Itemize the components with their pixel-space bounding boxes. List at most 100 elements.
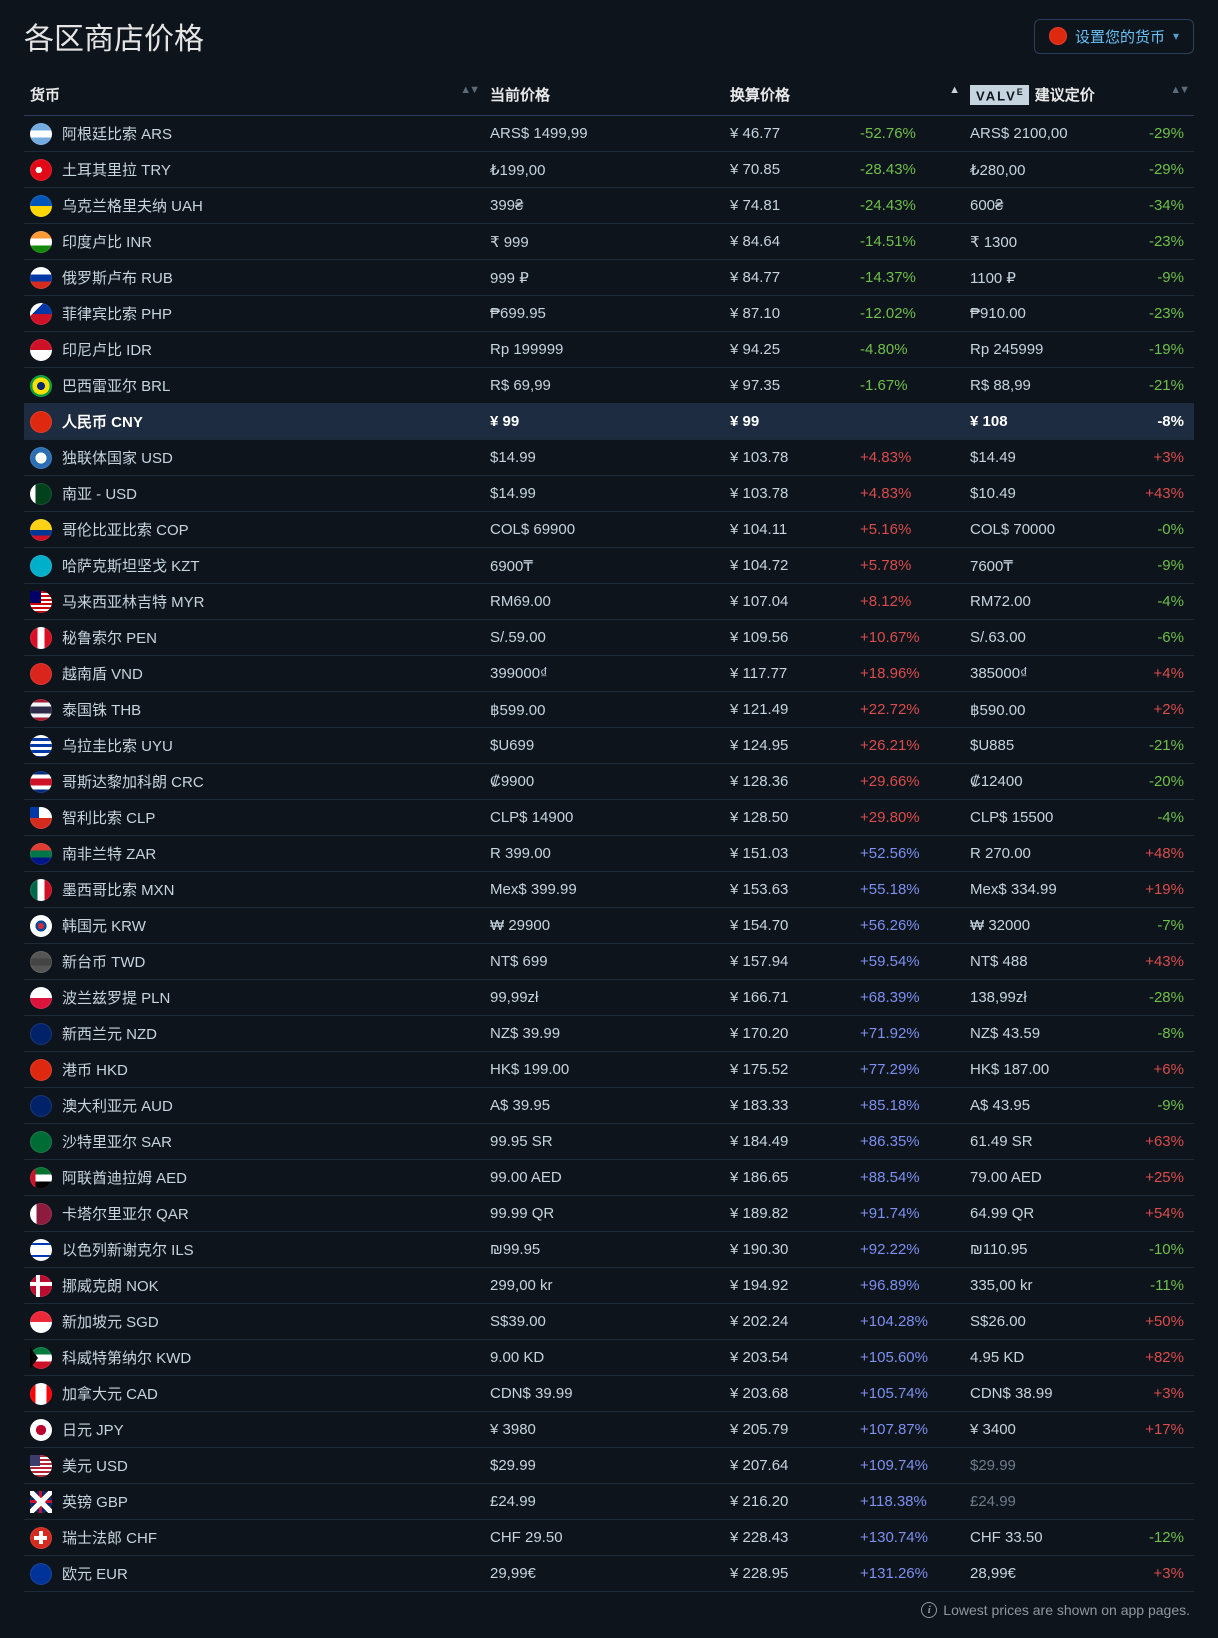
converted-price: ¥ 153.63 xyxy=(724,872,854,908)
table-row[interactable]: 阿联酋迪拉姆 AED99.00 AED¥ 186.65+88.54%79.00 … xyxy=(24,1160,1194,1196)
table-row[interactable]: 乌拉圭比索 UYU$U699¥ 124.95+26.21%$U885-21% xyxy=(24,728,1194,764)
flag-icon xyxy=(30,519,52,541)
table-row[interactable]: 加拿大元 CADCDN$ 39.99¥ 203.68+105.74%CDN$ 3… xyxy=(24,1376,1194,1412)
converted-price: ¥ 216.20 xyxy=(724,1484,854,1520)
suggested-pct: -7% xyxy=(1124,908,1194,944)
suggested-pct: +63% xyxy=(1124,1124,1194,1160)
suggested-price: £24.99 xyxy=(964,1484,1124,1520)
table-row[interactable]: 土耳其里拉 TRY₺199,00¥ 70.85-28.43%₺280,00-29… xyxy=(24,152,1194,188)
current-price: A$ 39.95 xyxy=(484,1088,724,1124)
converted-price: ¥ 109.56 xyxy=(724,620,854,656)
table-row[interactable]: 瑞士法郎 CHFCHF 29.50¥ 228.43+130.74%CHF 33.… xyxy=(24,1520,1194,1556)
converted-price: ¥ 117.77 xyxy=(724,656,854,692)
table-row[interactable]: 欧元 EUR29,99€¥ 228.95+131.26%28,99€+3% xyxy=(24,1556,1194,1592)
converted-pct: +130.74% xyxy=(854,1520,964,1556)
table-row[interactable]: 泰国铢 THB฿599.00¥ 121.49+22.72%฿590.00+2% xyxy=(24,692,1194,728)
currency-name: 泰国铢 THB xyxy=(62,699,141,720)
table-row[interactable]: 挪威克朗 NOK299,00 kr¥ 194.92+96.89%335,00 k… xyxy=(24,1268,1194,1304)
converted-pct: +91.74% xyxy=(854,1196,964,1232)
table-row[interactable]: 英镑 GBP£24.99¥ 216.20+118.38%£24.99 xyxy=(24,1484,1194,1520)
suggested-price: ARS$ 2100,00 xyxy=(964,116,1124,152)
converted-price: ¥ 183.33 xyxy=(724,1088,854,1124)
table-row[interactable]: 哥斯达黎加科朗 CRC₡9900¥ 128.36+29.66%₡12400-20… xyxy=(24,764,1194,800)
set-currency-label: 设置您的货币 xyxy=(1075,26,1165,47)
table-row[interactable]: 新西兰元 NZDNZ$ 39.99¥ 170.20+71.92%NZ$ 43.5… xyxy=(24,1016,1194,1052)
suggested-price: 138,99zł xyxy=(964,980,1124,1016)
flag-icon xyxy=(30,663,52,685)
converted-pct: +71.92% xyxy=(854,1016,964,1052)
table-row[interactable]: 新加坡元 SGDS$39.00¥ 202.24+104.28%S$26.00+5… xyxy=(24,1304,1194,1340)
table-row[interactable]: 墨西哥比索 MXNMex$ 399.99¥ 153.63+55.18%Mex$ … xyxy=(24,872,1194,908)
col-converted-price[interactable]: 换算价格 ▲ xyxy=(724,76,964,116)
converted-pct: +22.72% xyxy=(854,692,964,728)
converted-pct: +55.18% xyxy=(854,872,964,908)
table-row[interactable]: 马来西亚林吉特 MYRRM69.00¥ 107.04+8.12%RM72.00-… xyxy=(24,584,1194,620)
suggested-pct: -0% xyxy=(1124,512,1194,548)
converted-pct: +29.80% xyxy=(854,800,964,836)
table-row[interactable]: 卡塔尔里亚尔 QAR99.99 QR¥ 189.82+91.74%64.99 Q… xyxy=(24,1196,1194,1232)
table-row[interactable]: 智利比索 CLPCLP$ 14900¥ 128.50+29.80%CLP$ 15… xyxy=(24,800,1194,836)
table-row[interactable]: 人民币 CNY¥ 99¥ 99¥ 108-8% xyxy=(24,404,1194,440)
table-row[interactable]: 新台币 TWDNT$ 699¥ 157.94+59.54%NT$ 488+43% xyxy=(24,944,1194,980)
suggested-pct: -11% xyxy=(1124,1268,1194,1304)
table-row[interactable]: 独联体国家 USD$14.99¥ 103.78+4.83%$14.49+3% xyxy=(24,440,1194,476)
converted-price: ¥ 99 xyxy=(724,404,854,440)
table-row[interactable]: 越南盾 VND399000₫¥ 117.77+18.96%385000₫+4% xyxy=(24,656,1194,692)
suggested-pct: -6% xyxy=(1124,620,1194,656)
suggested-price: CLP$ 15500 xyxy=(964,800,1124,836)
table-row[interactable]: 日元 JPY¥ 3980¥ 205.79+107.87%¥ 3400+17% xyxy=(24,1412,1194,1448)
current-price: Mex$ 399.99 xyxy=(484,872,724,908)
currency-name: 独联体国家 USD xyxy=(62,447,173,468)
currency-name: 菲律宾比索 PHP xyxy=(62,303,172,324)
current-price: HK$ 199.00 xyxy=(484,1052,724,1088)
suggested-pct: -23% xyxy=(1124,224,1194,260)
currency-name: 新加坡元 SGD xyxy=(62,1311,159,1332)
converted-price: ¥ 124.95 xyxy=(724,728,854,764)
suggested-pct: -10% xyxy=(1124,1232,1194,1268)
converted-pct: +8.12% xyxy=(854,584,964,620)
table-row[interactable]: 港币 HKDHK$ 199.00¥ 175.52+77.29%HK$ 187.0… xyxy=(24,1052,1194,1088)
table-row[interactable]: 沙特里亚尔 SAR99.95 SR¥ 184.49+86.35%61.49 SR… xyxy=(24,1124,1194,1160)
table-row[interactable]: 南非兰特 ZARR 399.00¥ 151.03+52.56%R 270.00+… xyxy=(24,836,1194,872)
table-row[interactable]: 秘鲁索尔 PENS/.59.00¥ 109.56+10.67%S/.63.00-… xyxy=(24,620,1194,656)
table-row[interactable]: 俄罗斯卢布 RUB999 ₽¥ 84.77-14.37%1100 ₽-9% xyxy=(24,260,1194,296)
table-row[interactable]: 美元 USD$29.99¥ 207.64+109.74%$29.99 xyxy=(24,1448,1194,1484)
currency-name: 英镑 GBP xyxy=(62,1491,128,1512)
col-price-label: 当前价格 xyxy=(490,87,550,104)
converted-pct: -28.43% xyxy=(854,152,964,188)
col-current-price[interactable]: 当前价格 xyxy=(484,76,724,116)
converted-price: ¥ 205.79 xyxy=(724,1412,854,1448)
converted-price: ¥ 194.92 xyxy=(724,1268,854,1304)
set-currency-button[interactable]: 设置您的货币 ▾ xyxy=(1034,19,1194,54)
table-row[interactable]: 哥伦比亚比索 COPCOL$ 69900¥ 104.11+5.16%COL$ 7… xyxy=(24,512,1194,548)
table-row[interactable]: 以色列新谢克尔 ILS₪99.95¥ 190.30+92.22%₪110.95-… xyxy=(24,1232,1194,1268)
current-price: 99,99zł xyxy=(484,980,724,1016)
flag-icon xyxy=(30,375,52,397)
page-title: 各区商店价格 xyxy=(24,14,204,58)
converted-pct: +5.78% xyxy=(854,548,964,584)
table-row[interactable]: 乌克兰格里夫纳 UAH399₴¥ 74.81-24.43%600₴-34% xyxy=(24,188,1194,224)
table-row[interactable]: 印尼卢比 IDRRp 199999¥ 94.25-4.80%Rp 245999-… xyxy=(24,332,1194,368)
table-row[interactable]: 波兰兹罗提 PLN99,99zł¥ 166.71+68.39%138,99zł-… xyxy=(24,980,1194,1016)
col-valve-suggested[interactable]: VALVE建议定价 ▲▼ xyxy=(964,76,1194,116)
info-icon: i xyxy=(921,1602,937,1618)
table-row[interactable]: 哈萨克斯坦坚戈 KZT6900₸¥ 104.72+5.78%7600₸-9% xyxy=(24,548,1194,584)
converted-pct: +85.18% xyxy=(854,1088,964,1124)
suggested-price: ₺280,00 xyxy=(964,152,1124,188)
table-row[interactable]: 巴西雷亚尔 BRLR$ 69,99¥ 97.35-1.67%R$ 88,99-2… xyxy=(24,368,1194,404)
table-row[interactable]: 韩国元 KRW₩ 29900¥ 154.70+56.26%₩ 32000-7% xyxy=(24,908,1194,944)
flag-icon xyxy=(30,555,52,577)
table-row[interactable]: 阿根廷比索 ARSARS$ 1499,99¥ 46.77-52.76%ARS$ … xyxy=(24,116,1194,152)
table-row[interactable]: 印度卢比 INR₹ 999¥ 84.64-14.51%₹ 1300-23% xyxy=(24,224,1194,260)
suggested-price: ₱910.00 xyxy=(964,296,1124,332)
currency-name: 瑞士法郎 CHF xyxy=(62,1527,157,1548)
table-row[interactable]: 菲律宾比索 PHP₱699.95¥ 87.10-12.02%₱910.00-23… xyxy=(24,296,1194,332)
col-currency[interactable]: 货币 ▲▼ xyxy=(24,76,484,116)
currency-name: 阿联酋迪拉姆 AED xyxy=(62,1167,187,1188)
flag-icon xyxy=(30,915,52,937)
table-row[interactable]: 科威特第纳尔 KWD9.00 KD¥ 203.54+105.60%4.95 KD… xyxy=(24,1340,1194,1376)
table-row[interactable]: 澳大利亚元 AUDA$ 39.95¥ 183.33+85.18%A$ 43.95… xyxy=(24,1088,1194,1124)
currency-name: 马来西亚林吉特 MYR xyxy=(62,591,205,612)
suggested-pct: -29% xyxy=(1124,152,1194,188)
table-row[interactable]: 南亚 - USD$14.99¥ 103.78+4.83%$10.49+43% xyxy=(24,476,1194,512)
